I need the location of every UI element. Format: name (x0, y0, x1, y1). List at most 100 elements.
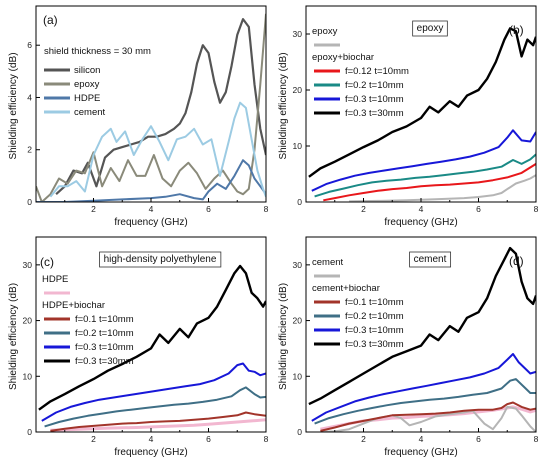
series-line-0 (349, 174, 536, 202)
panel-title: high-density polyethylene (104, 254, 217, 265)
plot-frame (35, 5, 267, 203)
panel-title: cement (414, 254, 447, 265)
series-line-1 (323, 163, 536, 202)
panel-a: 2 4 6 8 0 2 4 6 frequency (GHz) Shielding efficie… (8, 5, 269, 228)
y-tick-label: 4 (27, 92, 32, 102)
legend-header: shield thickness = 30 mm (44, 46, 151, 57)
x-tick-label: 2 (91, 204, 96, 214)
x-axis-label: frequency (GHz) (114, 447, 187, 458)
legend: shield thickness = 30 mm silicon epoxy HDPE… (44, 46, 151, 118)
series-line-3 (314, 378, 536, 425)
legend-entry: f=0.3 t=10mm (345, 94, 404, 105)
legend-entry: epoxy (74, 79, 100, 90)
y-tick-label: 10 (293, 371, 303, 381)
panel-label: (c) (40, 255, 54, 269)
legend-entry: f=0.3 t=30mm (345, 108, 404, 119)
x-tick-label: 8 (264, 434, 269, 444)
legend: HDPE HDPE+biochar f=0.1 t=10mm f=0.2 t=10mm… (42, 274, 134, 367)
x-tick-label: 4 (149, 204, 154, 214)
panel-b: 2 4 6 8 0 10 20 30 frequency (GHz) Shielding effi… (278, 5, 539, 228)
series-line-5 (308, 246, 536, 406)
x-tick-label: 6 (206, 204, 211, 214)
legend: epoxy epoxy+biochar f=0.12 t=10mm f=0.2 t=1… (312, 26, 409, 119)
series-line-2 (320, 401, 536, 432)
panel-title-box (99, 251, 222, 268)
x-tick-label: 6 (476, 204, 481, 214)
panel-c: 2 4 6 8 0 10 20 30 frequency (GHz) Shielding effi… (8, 236, 269, 458)
legend-entry: f=0.2 t=10mm (345, 311, 404, 322)
y-tick-label: 0 (297, 197, 302, 207)
x-tick-label: 4 (419, 204, 424, 214)
legend-entry: cement (74, 107, 106, 118)
y-tick-label: 20 (293, 85, 303, 95)
legend: cement cement+biochar f=0.1 t=10mm f=0.2 t=… (312, 257, 404, 350)
panel-title: epoxy (417, 23, 444, 34)
y-tick-label: 20 (23, 316, 33, 326)
x-tick-label: 2 (361, 204, 366, 214)
y-tick-label: 6 (27, 40, 32, 50)
x-axis-label: frequency (GHz) (384, 217, 457, 228)
legend-entry: f=0.1 t=10mm (75, 314, 134, 325)
x-tick-label: 8 (264, 204, 269, 214)
series-line-2 (44, 386, 266, 428)
y-axis-label: Shielding efficiency (dB) (8, 52, 19, 159)
legend-entry: f=0.2 t=10mm (75, 328, 134, 339)
series-line-3 (49, 101, 266, 198)
panel-label: (d) (509, 254, 524, 268)
x-tick-label: 6 (476, 434, 481, 444)
y-tick-label: 0 (27, 427, 32, 437)
panel-d: 2 4 6 8 0 10 20 30 frequency (GHz) Shielding effi… (278, 236, 539, 458)
y-tick-label: 20 (293, 316, 303, 326)
series-lines (36, 13, 266, 202)
legend-header: epoxy+biochar (312, 52, 374, 63)
series-lines (38, 264, 266, 432)
series-line-3 (311, 129, 536, 192)
panel-label: (b) (509, 23, 524, 37)
y-tick-label: 30 (293, 29, 303, 39)
y-axis-label: Shielding efficiency (dB) (278, 52, 289, 159)
series-lines (308, 27, 536, 202)
legend-entry: f=0.1 t=10mm (345, 297, 404, 308)
series-line-0 (50, 418, 266, 432)
legend-entry: f=0.2 t=10mm (345, 80, 404, 91)
y-tick-label: 0 (297, 427, 302, 437)
series-line-1 (50, 411, 266, 432)
legend-header: cement+biochar (312, 283, 380, 294)
y-tick-label: 2 (27, 145, 32, 155)
series-line-4 (308, 27, 536, 178)
x-axis-label: frequency (GHz) (384, 447, 457, 458)
legend-entry: HDPE (74, 93, 100, 104)
series-line-4 (38, 264, 266, 411)
legend-base-material: HDPE (42, 274, 68, 285)
x-tick-label: 8 (534, 204, 539, 214)
x-tick-label: 8 (534, 434, 539, 444)
series-line-1 (320, 405, 536, 432)
legend-entry: silicon (74, 65, 100, 76)
x-tick-label: 2 (361, 434, 366, 444)
series-line-0 (55, 18, 266, 196)
series-line-1 (36, 13, 266, 202)
legend-base-material: epoxy (312, 26, 338, 37)
series-line-4 (311, 353, 536, 422)
legend-entry: f=0.3 t=30mm (345, 339, 404, 350)
series-lines (308, 246, 536, 432)
series-line-3 (41, 362, 266, 422)
y-tick-label: 30 (23, 260, 33, 270)
y-axis-label: Shielding efficiency (dB) (8, 283, 19, 390)
y-axis-label: Shielding efficiency (dB) (278, 283, 289, 390)
panel-title-box (412, 20, 448, 37)
series-line-0 (320, 405, 536, 431)
x-tick-label: 4 (419, 434, 424, 444)
y-tick-label: 30 (293, 260, 303, 270)
panel-label: (a) (43, 13, 58, 27)
legend-entry: f=0.3 t=10mm (75, 342, 134, 353)
x-axis-label: frequency (GHz) (114, 217, 187, 228)
legend-entry: f=0.3 t=10mm (345, 325, 404, 336)
x-tick-label: 4 (149, 434, 154, 444)
legend-base-material: cement (312, 257, 344, 268)
x-tick-label: 2 (91, 434, 96, 444)
y-tick-label: 10 (293, 141, 303, 151)
series-line-2 (36, 159, 266, 202)
legend-header: HDPE+biochar (42, 300, 105, 311)
